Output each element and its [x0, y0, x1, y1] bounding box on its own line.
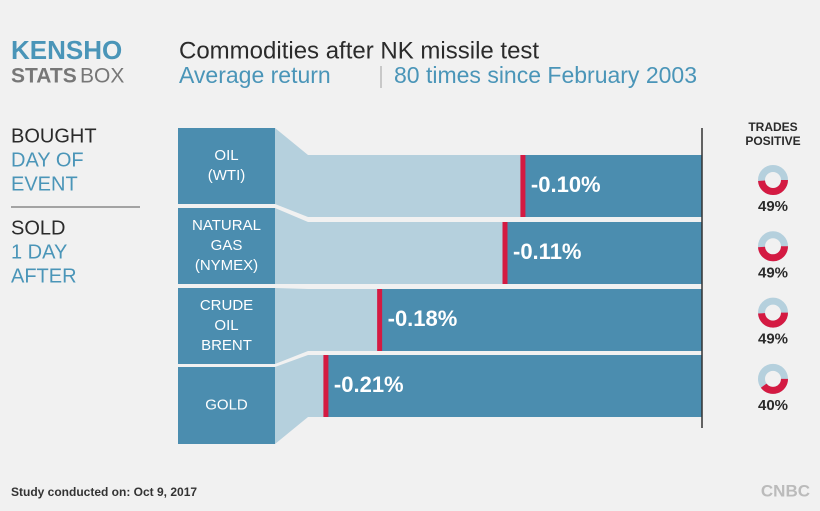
strategy-label: BOUGHT	[11, 125, 97, 147]
bar	[379, 289, 702, 351]
bar	[522, 155, 702, 217]
strategy-label: SOLD	[11, 217, 65, 239]
category-label: GOLD	[205, 396, 248, 413]
donut-segment	[758, 312, 788, 328]
donut-label: 49%	[758, 264, 788, 281]
strategy-detail: AFTER	[11, 265, 77, 287]
value-label: -0.21%	[334, 372, 404, 397]
connector	[275, 355, 308, 444]
value-label: -0.11%	[513, 239, 582, 264]
footer-note: Study conducted on: Oct 9, 2017	[11, 485, 197, 499]
category-label: OIL	[214, 317, 238, 334]
footer-source: CNBC	[761, 481, 810, 500]
bar	[325, 355, 702, 417]
donut-label: 49%	[758, 198, 788, 215]
strategy-detail: EVENT	[11, 173, 78, 195]
category-box	[178, 367, 275, 444]
category-label: CRUDE	[200, 297, 253, 314]
category-label: NATURAL	[192, 217, 261, 234]
category-box	[178, 208, 275, 284]
donut-segment	[760, 378, 788, 394]
donut-label: 49%	[758, 331, 788, 348]
value-label: -0.18%	[388, 306, 458, 331]
donut-title: TRADES	[748, 120, 797, 134]
value-marker	[520, 155, 526, 217]
chart-subtitle: Average return	[179, 62, 331, 88]
category-box	[178, 288, 275, 364]
category-label: GAS	[211, 237, 243, 254]
strategy-detail: 1 DAY	[11, 241, 67, 263]
donut-segment	[758, 179, 788, 195]
logo-top: KENSHO	[11, 35, 122, 65]
value-marker	[502, 222, 508, 284]
chart-title: Commodities after NK missile test	[179, 37, 539, 64]
category-label: (NYMEX)	[195, 257, 258, 274]
bar	[505, 222, 702, 284]
connector	[275, 208, 308, 284]
connector	[275, 288, 308, 364]
logo-bottom-right: BOX	[80, 65, 124, 88]
logo-bottom-left: STATS	[11, 65, 77, 88]
value-marker	[377, 289, 383, 351]
donut-title: POSITIVE	[745, 134, 800, 148]
category-box	[178, 128, 275, 204]
category-label: BRENT	[201, 337, 252, 354]
value-marker	[323, 355, 329, 417]
donut-label: 40%	[758, 397, 788, 414]
chart-subtitle: 80 times since February 2003	[394, 62, 697, 88]
strategy-detail: DAY OF	[11, 149, 84, 171]
category-label: OIL	[214, 147, 238, 164]
category-label: (WTI)	[208, 167, 245, 184]
donut-segment	[758, 245, 788, 262]
value-label: -0.10%	[531, 172, 601, 197]
connector	[275, 128, 308, 217]
